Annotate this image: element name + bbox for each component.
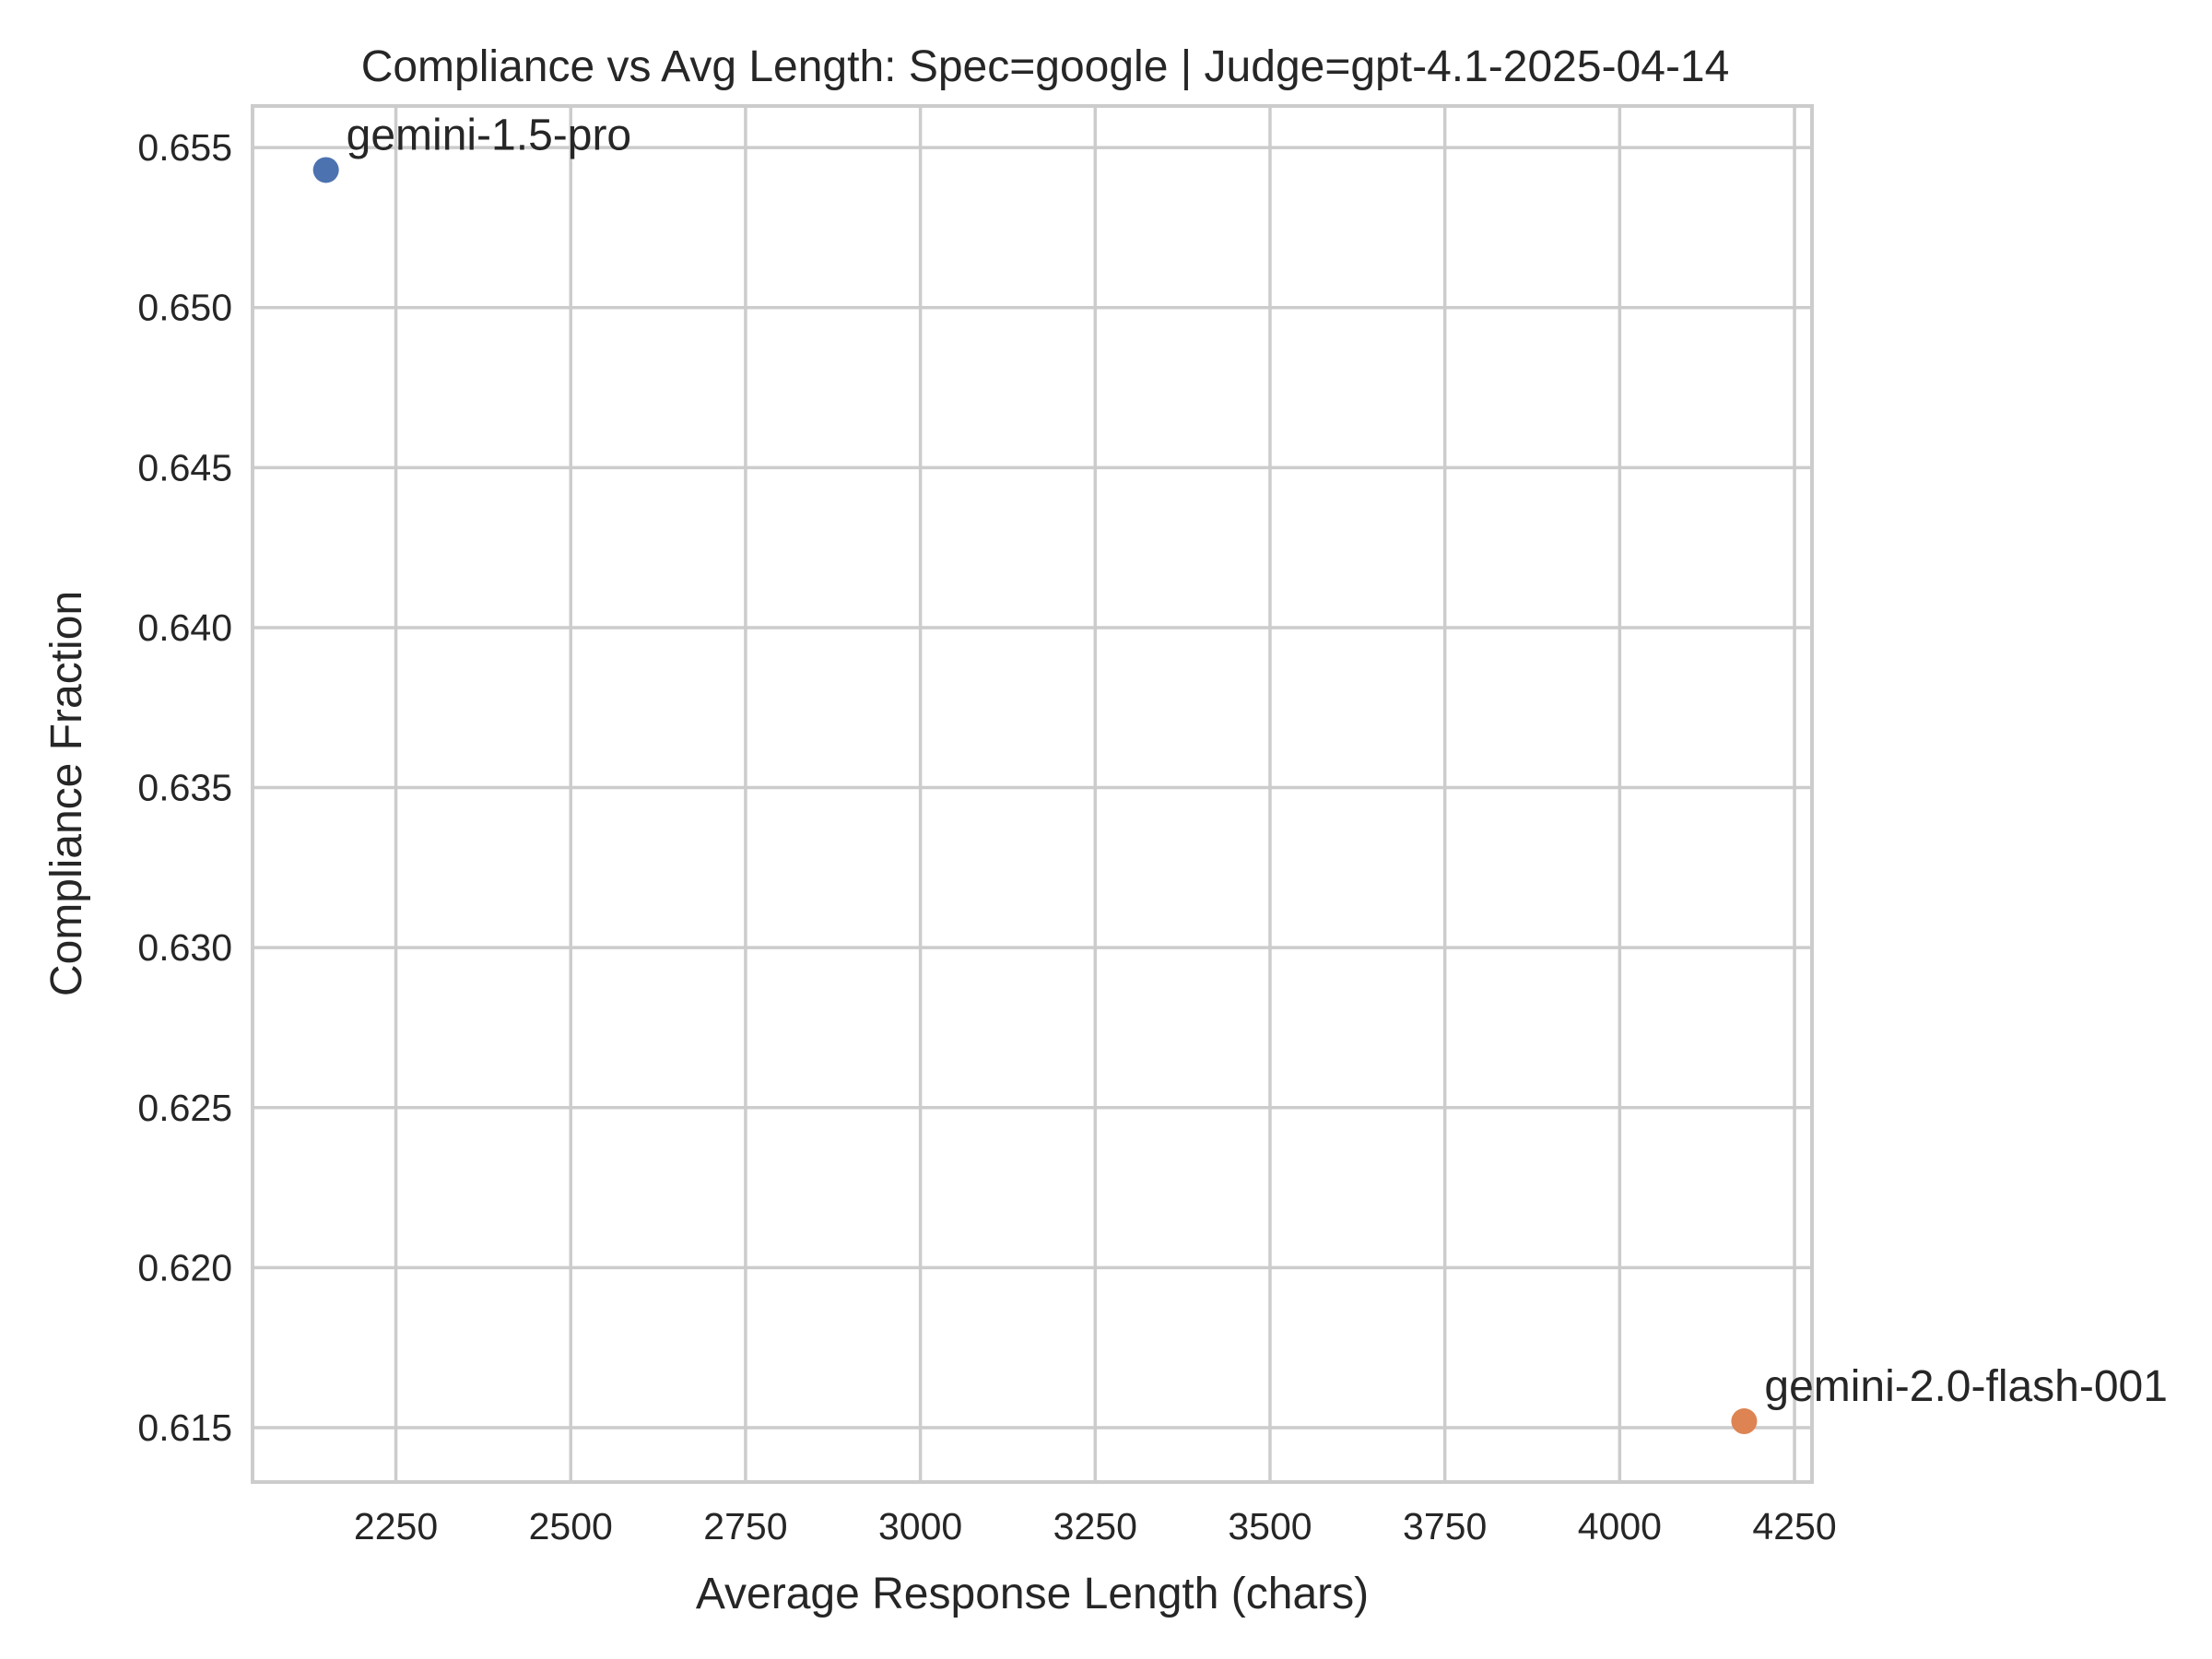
data-point bbox=[312, 157, 339, 183]
grid-lines bbox=[253, 106, 1812, 1482]
x-tick-label: 3250 bbox=[1053, 1505, 1137, 1547]
y-tick-label: 0.655 bbox=[137, 126, 232, 169]
x-tick-label: 3500 bbox=[1228, 1505, 1312, 1547]
x-tick-label: 3000 bbox=[878, 1505, 962, 1547]
y-tick-label: 0.650 bbox=[137, 287, 232, 329]
data-point bbox=[1731, 1408, 1758, 1435]
x-axis-title: Average Response Length (chars) bbox=[696, 1570, 1369, 1618]
y-tick-label: 0.615 bbox=[137, 1406, 232, 1449]
x-tick-label: 2250 bbox=[354, 1505, 438, 1547]
x-tick-label: 2500 bbox=[529, 1505, 613, 1547]
y-tick-label: 0.620 bbox=[137, 1246, 232, 1288]
point-label: gemini-2.0-flash-001 bbox=[1764, 1362, 2168, 1411]
chart-title: Compliance vs Avg Length: Spec=google | … bbox=[361, 42, 1730, 91]
y-axis-ticks: 0.615 0.620 0.625 0.630 0.635 0.640 0.645 0.650… bbox=[137, 126, 232, 1449]
plot-area-frame bbox=[251, 104, 1814, 1484]
x-axis-ticks: 2250 2500 2750 3000 3250 3500 3750 4000 4250 bbox=[354, 1505, 1837, 1547]
x-tick-label: 3750 bbox=[1403, 1505, 1487, 1547]
y-axis-title: Compliance Fraction bbox=[42, 591, 91, 996]
y-tick-label: 0.630 bbox=[137, 926, 232, 969]
point-label: gemini-1.5-pro bbox=[347, 111, 631, 159]
y-tick-label: 0.625 bbox=[137, 1087, 232, 1129]
x-tick-label: 2750 bbox=[703, 1505, 787, 1547]
y-tick-label: 0.635 bbox=[137, 767, 232, 809]
x-tick-label: 4250 bbox=[1752, 1505, 1836, 1547]
y-tick-label: 0.640 bbox=[137, 606, 232, 649]
x-tick-label: 4000 bbox=[1578, 1505, 1662, 1547]
data-points: gemini-1.5-pro gemini-2.0-flash-001 bbox=[312, 111, 2168, 1435]
y-tick-label: 0.645 bbox=[137, 446, 232, 488]
